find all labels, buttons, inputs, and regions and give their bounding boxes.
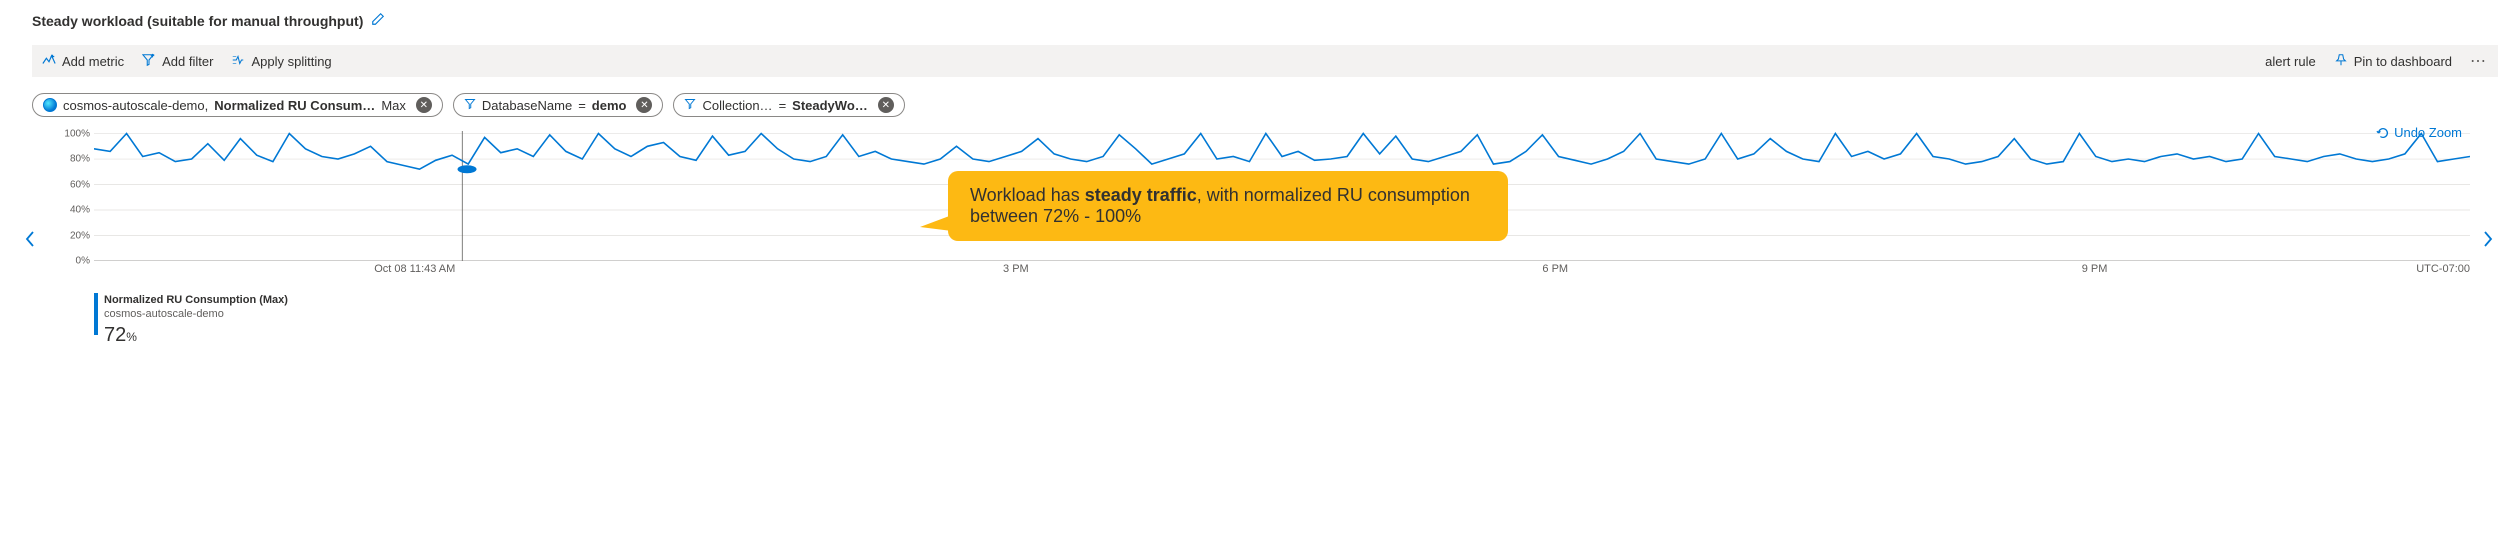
add-filter-label: Add filter [162,54,213,69]
y-tick-label: 20% [70,230,90,241]
chart-nav-next-icon[interactable] [2478,131,2498,348]
edit-title-icon[interactable] [371,12,385,29]
x-tick-label: Oct 08 11:43 AM [374,263,455,275]
chart-title: Steady workload (suitable for manual thr… [32,13,363,29]
apply-splitting-label: Apply splitting [251,54,331,69]
x-tick-label: 3 PM [1003,263,1029,275]
legend-color-bar [94,293,98,335]
y-tick-label: 60% [70,179,90,190]
add-filter-icon [142,53,156,70]
chart-toolbar: Add metric Add filter Apply splitting al… [32,45,2498,77]
x-tick-label: 9 PM [2082,263,2108,275]
chart-x-axis: Oct 08 11:43 AM 3 PM 6 PM 9 PM UTC-07:00 [94,261,2470,279]
filter1-remove-icon[interactable]: ✕ [636,97,652,113]
undo-zoom-button[interactable]: Undo Zoom [2376,125,2462,140]
metric-pill-name: Normalized RU Consum… [214,98,375,113]
legend-unit: % [126,330,137,344]
legend-resource-name: cosmos-autoscale-demo [104,307,288,321]
metric-pill-remove-icon[interactable]: ✕ [416,97,432,113]
filter-pill-collection[interactable]: Collection… = SteadyWo… ✕ [673,93,904,117]
legend-value: 72 [104,324,126,346]
more-options-icon[interactable]: ⋯ [2470,51,2488,71]
legend-metric-name: Normalized RU Consumption (Max) [104,293,288,307]
metric-pill-resource: cosmos-autoscale-demo, [63,98,208,113]
y-tick-label: 0% [76,256,90,267]
add-metric-button[interactable]: Add metric [42,53,124,70]
callout-text-before: Workload has [970,185,1085,205]
chart-legend: Normalized RU Consumption (Max) cosmos-a… [94,293,2470,348]
pin-icon [2334,53,2348,70]
timezone-label: UTC-07:00 [2416,263,2470,275]
filter-icon [464,98,476,113]
chart-y-axis: 0%20%40%60%80%100% [48,131,94,261]
y-tick-label: 40% [70,205,90,216]
apply-splitting-button[interactable]: Apply splitting [231,53,331,70]
pin-dashboard-label: Pin to dashboard [2354,54,2452,69]
metric-pill[interactable]: cosmos-autoscale-demo, Normalized RU Con… [32,93,443,117]
splitting-icon [231,53,245,70]
filter1-eq: = [578,98,586,113]
alert-rule-label: alert rule [2265,54,2316,69]
filter2-remove-icon[interactable]: ✕ [878,97,894,113]
callout-bold: steady traffic [1085,185,1197,205]
y-tick-label: 80% [70,154,90,165]
filter2-eq: = [779,98,787,113]
filter2-value: SteadyWo… [792,98,868,113]
add-metric-icon [42,53,56,70]
filter1-value: demo [592,98,627,113]
filter1-key: DatabaseName [482,98,572,113]
y-tick-label: 100% [64,128,90,139]
alert-rule-button[interactable]: alert rule [2265,54,2316,69]
filter2-key: Collection… [702,98,772,113]
add-metric-label: Add metric [62,54,124,69]
undo-zoom-label: Undo Zoom [2394,125,2462,140]
filter-icon [684,98,696,113]
metric-pill-agg: Max [381,98,406,113]
filter-pill-database[interactable]: DatabaseName = demo ✕ [453,93,664,117]
pin-dashboard-button[interactable]: Pin to dashboard [2334,53,2452,70]
cosmos-db-icon [43,98,57,112]
add-filter-button[interactable]: Add filter [142,53,213,70]
chart-nav-prev-icon[interactable] [20,131,40,348]
x-tick-label: 6 PM [1542,263,1568,275]
annotation-callout: Workload has steady traffic, with normal… [948,171,1508,241]
